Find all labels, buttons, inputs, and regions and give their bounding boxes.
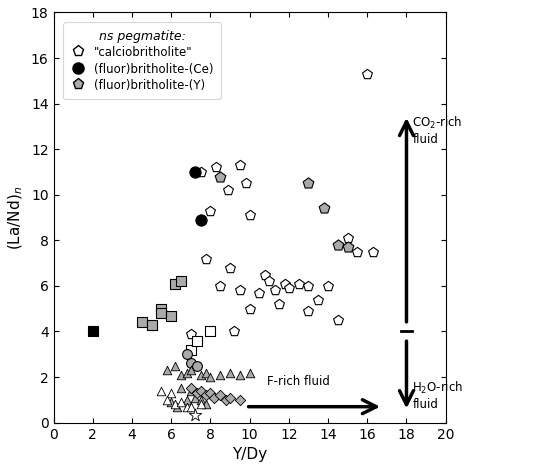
Point [192, 362, 201, 370]
Point [304, 180, 313, 187]
Point [192, 389, 201, 397]
Point [229, 328, 238, 335]
Point [255, 289, 264, 296]
Point [222, 396, 230, 404]
Point [202, 369, 211, 376]
Point [284, 284, 293, 292]
Point [163, 396, 172, 404]
Point [274, 300, 283, 308]
Point [353, 248, 362, 256]
Point [186, 366, 195, 374]
Point [173, 403, 182, 410]
X-axis label: Y/Dy: Y/Dy [232, 447, 267, 462]
Point [186, 360, 195, 367]
Point [89, 328, 97, 335]
Point [368, 248, 377, 256]
Point [177, 278, 185, 285]
Point [183, 350, 191, 358]
Point [183, 369, 191, 376]
Point [192, 337, 201, 344]
Point [206, 328, 215, 335]
Point [170, 362, 179, 370]
Point [170, 401, 179, 408]
Point [320, 204, 328, 212]
Point [190, 394, 199, 401]
Legend: "calciobritholite", (fluor)britholite-(Ce), (fluor)britholite-(Y): "calciobritholite", (fluor)britholite-(C… [63, 23, 221, 99]
Point [206, 389, 215, 397]
Point [206, 373, 215, 381]
Point [163, 366, 172, 374]
Point [226, 394, 234, 401]
Point [157, 310, 166, 317]
Text: F-rich fluid: F-rich fluid [267, 376, 330, 388]
Point [363, 70, 372, 78]
Y-axis label: (La/Nd)$_n$: (La/Nd)$_n$ [7, 185, 25, 250]
Point [343, 243, 352, 251]
Point [245, 212, 254, 219]
Point [177, 385, 185, 392]
Point [314, 296, 323, 303]
Point [183, 403, 191, 410]
Point [186, 387, 195, 394]
Point [196, 371, 205, 378]
Point [224, 187, 233, 194]
Point [186, 385, 195, 392]
Point [196, 396, 205, 404]
Point [245, 369, 254, 376]
Point [235, 161, 244, 169]
Point [196, 168, 205, 176]
Point [196, 401, 205, 408]
Point [177, 398, 185, 406]
Text: H$_2$O-rich
fluid: H$_2$O-rich fluid [412, 380, 464, 411]
Point [304, 307, 313, 315]
Point [226, 369, 234, 376]
Point [167, 389, 175, 397]
Point [167, 312, 175, 319]
Text: CO$_2$-rich
fluid: CO$_2$-rich fluid [412, 115, 463, 146]
Point [235, 287, 244, 294]
Point [167, 398, 175, 406]
Point [138, 318, 146, 326]
Point [190, 168, 199, 176]
Point [206, 207, 215, 214]
Point [216, 392, 224, 399]
Point [186, 330, 195, 338]
Point [241, 180, 250, 187]
Point [216, 282, 224, 290]
Point [235, 396, 244, 404]
Point [202, 392, 211, 399]
Point [245, 305, 254, 312]
Point [190, 411, 199, 418]
Point [304, 282, 313, 290]
Point [235, 371, 244, 378]
Point [226, 264, 234, 272]
Point [343, 234, 352, 242]
Point [147, 321, 156, 328]
Point [323, 282, 332, 290]
Point [202, 401, 211, 408]
Point [280, 280, 289, 287]
Point [210, 394, 219, 401]
Point [294, 280, 303, 287]
Point [271, 287, 279, 294]
Point [196, 387, 205, 394]
Point [177, 371, 185, 378]
Point [170, 280, 179, 287]
Point [196, 216, 205, 224]
Point [212, 164, 221, 171]
Point [333, 316, 342, 324]
Point [202, 255, 211, 262]
Point [333, 241, 342, 249]
Point [157, 305, 166, 312]
Point [186, 403, 195, 410]
Point [183, 396, 191, 404]
Point [216, 173, 224, 180]
Point [157, 387, 166, 394]
Point [186, 346, 195, 354]
Point [265, 278, 273, 285]
Point [261, 271, 270, 278]
Point [216, 371, 224, 378]
